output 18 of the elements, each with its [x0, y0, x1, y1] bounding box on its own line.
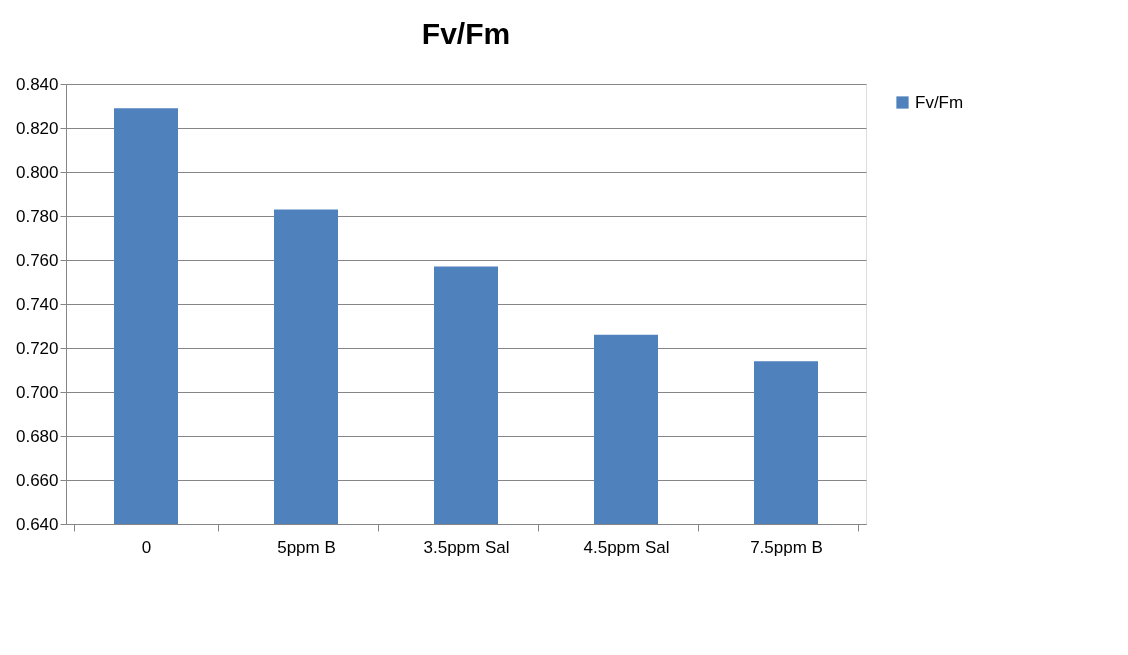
- y-tick-label: 0.840: [15, 74, 59, 94]
- y-tick-label: 0.720: [15, 338, 59, 358]
- y-tick-label: 0.800: [15, 162, 59, 182]
- x-tick-label: 0: [141, 537, 152, 557]
- y-tick-label: 0.760: [15, 250, 59, 270]
- y-tick-label: 0.660: [15, 470, 59, 490]
- x-tick-label: 5ppm B: [277, 537, 336, 557]
- y-tick-label: 0.740: [15, 294, 59, 314]
- y-tick-label: 0.700: [15, 382, 59, 402]
- legend-label: Fv/Fm: [915, 92, 964, 112]
- y-tick-label: 0.820: [15, 118, 59, 138]
- y-tick-label: 0.680: [15, 426, 59, 446]
- chart-title: Fv/Fm: [421, 17, 511, 50]
- y-tick-label: 0.640: [15, 514, 59, 534]
- y-tick-label: 0.780: [15, 206, 59, 226]
- x-tick-label: 4.5ppm Sal: [583, 537, 670, 557]
- x-tick-label: 7.5ppm B: [750, 537, 823, 557]
- x-tick-label: 3.5ppm Sal: [423, 537, 510, 557]
